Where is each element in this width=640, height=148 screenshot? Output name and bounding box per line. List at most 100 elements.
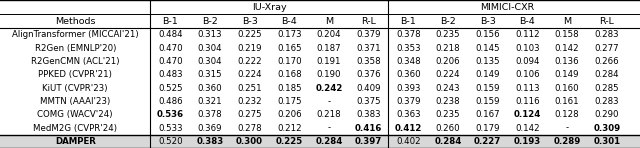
Text: 0.158: 0.158	[555, 30, 579, 39]
Text: 0.379: 0.379	[356, 30, 381, 39]
Text: 0.378: 0.378	[198, 110, 222, 119]
Text: 0.224: 0.224	[237, 70, 262, 79]
Text: 0.375: 0.375	[356, 97, 381, 106]
Text: 0.145: 0.145	[476, 44, 500, 53]
Text: B-3: B-3	[480, 17, 495, 26]
Text: 0.300: 0.300	[236, 137, 263, 146]
Text: 0.167: 0.167	[476, 110, 500, 119]
Text: 0.168: 0.168	[277, 70, 301, 79]
Text: B-2: B-2	[202, 17, 218, 26]
Text: 0.283: 0.283	[595, 30, 619, 39]
Text: 0.128: 0.128	[555, 110, 579, 119]
Text: 0.238: 0.238	[436, 97, 460, 106]
Text: 0.278: 0.278	[237, 124, 262, 132]
Text: 0.520: 0.520	[158, 137, 182, 146]
Text: 0.242: 0.242	[316, 84, 342, 92]
Text: 0.470: 0.470	[158, 44, 182, 53]
Text: 0.363: 0.363	[396, 110, 420, 119]
Text: 0.187: 0.187	[317, 44, 341, 53]
Text: 0.161: 0.161	[555, 97, 579, 106]
Text: 0.113: 0.113	[515, 84, 540, 92]
Text: 0.227: 0.227	[474, 137, 501, 146]
Text: 0.165: 0.165	[277, 44, 301, 53]
Text: 0.149: 0.149	[555, 70, 579, 79]
Text: 0.103: 0.103	[515, 44, 540, 53]
Text: 0.290: 0.290	[595, 110, 619, 119]
Text: 0.412: 0.412	[395, 124, 422, 132]
Text: 0.135: 0.135	[476, 57, 500, 66]
Text: B-3: B-3	[242, 17, 257, 26]
Text: 0.149: 0.149	[476, 70, 500, 79]
Text: -: -	[566, 124, 568, 132]
Text: 0.284: 0.284	[435, 137, 461, 146]
Text: 0.190: 0.190	[317, 70, 341, 79]
Text: 0.309: 0.309	[593, 124, 620, 132]
Text: 0.225: 0.225	[276, 137, 303, 146]
Text: 0.284: 0.284	[316, 137, 342, 146]
Text: 0.124: 0.124	[514, 110, 541, 119]
Text: KiUT (CVPR'23): KiUT (CVPR'23)	[42, 84, 108, 92]
Text: 0.206: 0.206	[277, 110, 301, 119]
Text: 0.112: 0.112	[515, 30, 540, 39]
Text: 0.378: 0.378	[396, 30, 420, 39]
Text: 0.204: 0.204	[317, 30, 341, 39]
Text: 0.360: 0.360	[396, 70, 420, 79]
Text: 0.289: 0.289	[554, 137, 580, 146]
Text: 0.304: 0.304	[198, 57, 222, 66]
Text: M: M	[325, 17, 333, 26]
Text: 0.277: 0.277	[595, 44, 619, 53]
Text: B-1: B-1	[163, 17, 178, 26]
Text: 0.393: 0.393	[396, 84, 420, 92]
Text: 0.486: 0.486	[158, 97, 182, 106]
Text: 0.191: 0.191	[317, 57, 341, 66]
Text: MIMICI-CXR: MIMICI-CXR	[481, 3, 534, 12]
Text: 0.484: 0.484	[158, 30, 182, 39]
Text: 0.285: 0.285	[595, 84, 619, 92]
Text: PPKED (CVPR'21): PPKED (CVPR'21)	[38, 70, 112, 79]
Text: 0.225: 0.225	[237, 30, 262, 39]
Text: R-L: R-L	[361, 17, 376, 26]
Text: 0.313: 0.313	[198, 30, 222, 39]
Text: B-4: B-4	[520, 17, 535, 26]
Bar	[0, 135, 640, 148]
Text: 0.218: 0.218	[317, 110, 341, 119]
Text: M: M	[563, 17, 571, 26]
Text: Methods: Methods	[55, 17, 95, 26]
Text: 0.383: 0.383	[196, 137, 223, 146]
Text: B-1: B-1	[401, 17, 416, 26]
Text: 0.173: 0.173	[277, 30, 301, 39]
Text: 0.379: 0.379	[396, 97, 420, 106]
Text: 0.321: 0.321	[198, 97, 222, 106]
Text: 0.243: 0.243	[436, 84, 460, 92]
Text: 0.284: 0.284	[595, 70, 619, 79]
Text: 0.315: 0.315	[198, 70, 222, 79]
Text: 0.159: 0.159	[476, 97, 500, 106]
Text: MMTN (AAAI'23): MMTN (AAAI'23)	[40, 97, 110, 106]
Text: 0.222: 0.222	[237, 57, 262, 66]
Text: 0.251: 0.251	[237, 84, 262, 92]
Text: 0.106: 0.106	[515, 70, 540, 79]
Text: 0.360: 0.360	[198, 84, 222, 92]
Text: 0.160: 0.160	[555, 84, 579, 92]
Text: 0.409: 0.409	[356, 84, 381, 92]
Text: 0.206: 0.206	[436, 57, 460, 66]
Text: 0.094: 0.094	[515, 57, 540, 66]
Text: 0.232: 0.232	[237, 97, 262, 106]
Text: 0.483: 0.483	[158, 70, 182, 79]
Text: R2GenCMN (ACL'21): R2GenCMN (ACL'21)	[31, 57, 120, 66]
Text: 0.353: 0.353	[396, 44, 420, 53]
Text: B-2: B-2	[440, 17, 456, 26]
Text: 0.136: 0.136	[555, 57, 579, 66]
Text: -: -	[328, 124, 330, 132]
Text: 0.304: 0.304	[198, 44, 222, 53]
Text: 0.533: 0.533	[158, 124, 182, 132]
Text: MedM2G (CVPR'24): MedM2G (CVPR'24)	[33, 124, 117, 132]
Text: 0.212: 0.212	[277, 124, 301, 132]
Text: B-4: B-4	[282, 17, 297, 26]
Text: 0.416: 0.416	[355, 124, 382, 132]
Text: 0.235: 0.235	[436, 30, 460, 39]
Text: 0.397: 0.397	[355, 137, 382, 146]
Text: 0.142: 0.142	[515, 124, 540, 132]
Text: 0.275: 0.275	[237, 110, 262, 119]
Text: 0.536: 0.536	[157, 110, 184, 119]
